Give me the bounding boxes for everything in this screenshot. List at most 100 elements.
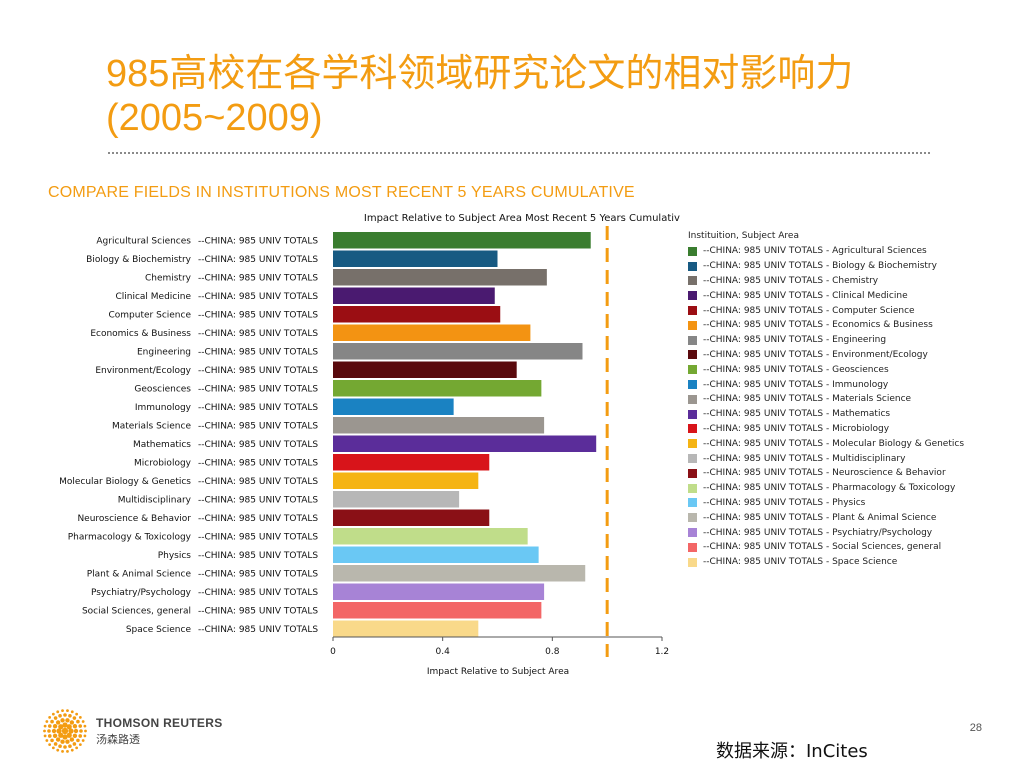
x-tick-label: 0	[330, 647, 336, 657]
legend-swatch	[688, 291, 697, 301]
logo-dot	[53, 716, 58, 720]
legend-label: --CHINA: 985 UNIV TOTALS - Psychiatry/Ps…	[703, 527, 933, 538]
legend-swatch	[688, 246, 697, 256]
legend-label: --CHINA: 985 UNIV TOTALS - Environment/E…	[703, 349, 928, 360]
legend-item: --CHINA: 985 UNIV TOTALS - Environment/E…	[688, 348, 964, 363]
logo-dot	[56, 710, 60, 714]
title-divider	[108, 152, 930, 154]
logo-dot	[58, 724, 64, 730]
legend-item: --CHINA: 985 UNIV TOTALS - Engineering	[688, 333, 964, 348]
logo-dot	[78, 716, 82, 719]
category-label: Space Science	[126, 625, 192, 635]
logo-dot	[45, 739, 49, 742]
legend-item: --CHINA: 985 UNIV TOTALS - Plant & Anima…	[688, 510, 964, 525]
bar	[333, 417, 545, 434]
logo-dot	[76, 719, 80, 724]
logo-dot	[78, 734, 83, 738]
logo-dot	[52, 733, 58, 738]
category-label: Immunology	[135, 403, 192, 413]
institution-label: --CHINA: 985 UNIV TOTALS	[198, 236, 318, 246]
logo-dot	[78, 743, 82, 746]
legend-swatch	[688, 528, 697, 538]
logo-dot	[83, 724, 87, 728]
category-label: Geosciences	[134, 384, 191, 394]
bar	[333, 565, 586, 582]
x-tick-label: 0.8	[545, 647, 560, 657]
logo-dot	[51, 712, 55, 716]
page-number: 28	[969, 722, 982, 734]
legend-swatch	[688, 276, 697, 286]
logo-dot	[61, 727, 69, 735]
institution-label: --CHINA: 985 UNIV TOTALS	[198, 477, 318, 487]
logo-dot	[55, 737, 61, 742]
category-label: Biology & Biochemistry	[86, 255, 192, 265]
logo-dot	[68, 744, 72, 749]
institution-label: --CHINA: 985 UNIV TOTALS	[198, 384, 318, 394]
logo-dot	[56, 748, 60, 752]
legend-label: --CHINA: 985 UNIV TOTALS - Engineering	[703, 335, 887, 346]
category-label: Multidisciplinary	[118, 495, 192, 505]
logo-dot	[63, 745, 67, 749]
legend: Instituition, Subject Area --CHINA: 985 …	[688, 230, 964, 570]
institution-label: --CHINA: 985 UNIV TOTALS	[198, 329, 318, 339]
bar	[333, 380, 542, 397]
category-labels: Agricultural Sciences Biology & Biochemis…	[59, 236, 192, 635]
legend-item: --CHINA: 985 UNIV TOTALS - Space Science	[688, 555, 964, 570]
logo-dot	[50, 738, 54, 743]
logo-dot	[61, 709, 64, 713]
chart-title: Impact Relative to Subject Area Most Rec…	[364, 213, 680, 224]
category-label: Social Sciences, general	[82, 606, 191, 616]
legend-label: --CHINA: 985 UNIV TOTALS - Computer Scie…	[703, 305, 915, 316]
legend-items: --CHINA: 985 UNIV TOTALS - Agricultural …	[688, 244, 964, 570]
legend-item: --CHINA: 985 UNIV TOTALS - Computer Scie…	[688, 303, 964, 318]
institution-label: --CHINA: 985 UNIV TOTALS	[198, 495, 318, 505]
institution-label: --CHINA: 985 UNIV TOTALS	[198, 403, 318, 413]
logo-dot	[81, 720, 85, 723]
x-tick-label: 0.4	[436, 647, 451, 657]
legend-swatch	[688, 335, 697, 345]
logo-dot	[76, 738, 80, 743]
institution-label: --CHINA: 985 UNIV TOTALS	[198, 273, 318, 283]
logo-dot	[73, 728, 79, 734]
category-label: Computer Science	[109, 310, 192, 320]
bar	[333, 528, 528, 545]
legend-item: --CHINA: 985 UNIV TOTALS - Social Scienc…	[688, 540, 964, 555]
x-ticks: 0 0.4 0.8 1.2	[330, 637, 669, 657]
legend-item: --CHINA: 985 UNIV TOTALS - Microbiology	[688, 422, 964, 437]
legend-swatch	[688, 261, 697, 271]
institution-label: --CHINA: 985 UNIV TOTALS	[198, 625, 318, 635]
category-label: Pharmacology & Toxicology	[68, 532, 192, 542]
logo-dot	[61, 749, 64, 753]
category-label: Neuroscience & Behavior	[77, 514, 191, 524]
legend-label: --CHINA: 985 UNIV TOTALS - Multidiscipli…	[703, 453, 906, 464]
logo-dot	[53, 742, 58, 746]
logo-dot	[51, 728, 57, 734]
logo-dot	[48, 716, 52, 719]
bar	[333, 250, 498, 267]
legend-item: --CHINA: 985 UNIV TOTALS - Molecular Bio…	[688, 436, 964, 451]
logo-dot	[65, 739, 70, 744]
category-label: Plant & Animal Science	[87, 569, 192, 579]
logo-dot	[62, 722, 68, 728]
bar	[333, 491, 460, 508]
logo-dot	[79, 729, 83, 733]
bar-chart: Impact Relative to Subject Area Most Rec…	[59, 213, 680, 677]
legend-item: --CHINA: 985 UNIV TOTALS - Multidiscipli…	[688, 451, 964, 466]
logo-dot	[43, 734, 47, 738]
bars	[333, 232, 597, 637]
logo-dot	[69, 737, 75, 742]
institution-label: --CHINA: 985 UNIV TOTALS	[198, 606, 318, 616]
logo-dot	[75, 746, 79, 750]
legend-swatch	[688, 320, 697, 330]
legend-swatch	[688, 513, 697, 523]
legend-label: --CHINA: 985 UNIV TOTALS - Molecular Bio…	[703, 438, 965, 449]
legend-swatch	[688, 557, 697, 567]
institution-label: --CHINA: 985 UNIV TOTALS	[198, 440, 318, 450]
bar	[333, 287, 495, 304]
legend-item: --CHINA: 985 UNIV TOTALS - Physics	[688, 496, 964, 511]
legend-label: --CHINA: 985 UNIV TOTALS - Mathematics	[703, 409, 891, 420]
category-label: Agricultural Sciences	[96, 236, 191, 246]
institution-label: --CHINA: 985 UNIV TOTALS	[198, 347, 318, 357]
logo-dot	[75, 712, 79, 716]
logo-dot	[62, 734, 68, 740]
